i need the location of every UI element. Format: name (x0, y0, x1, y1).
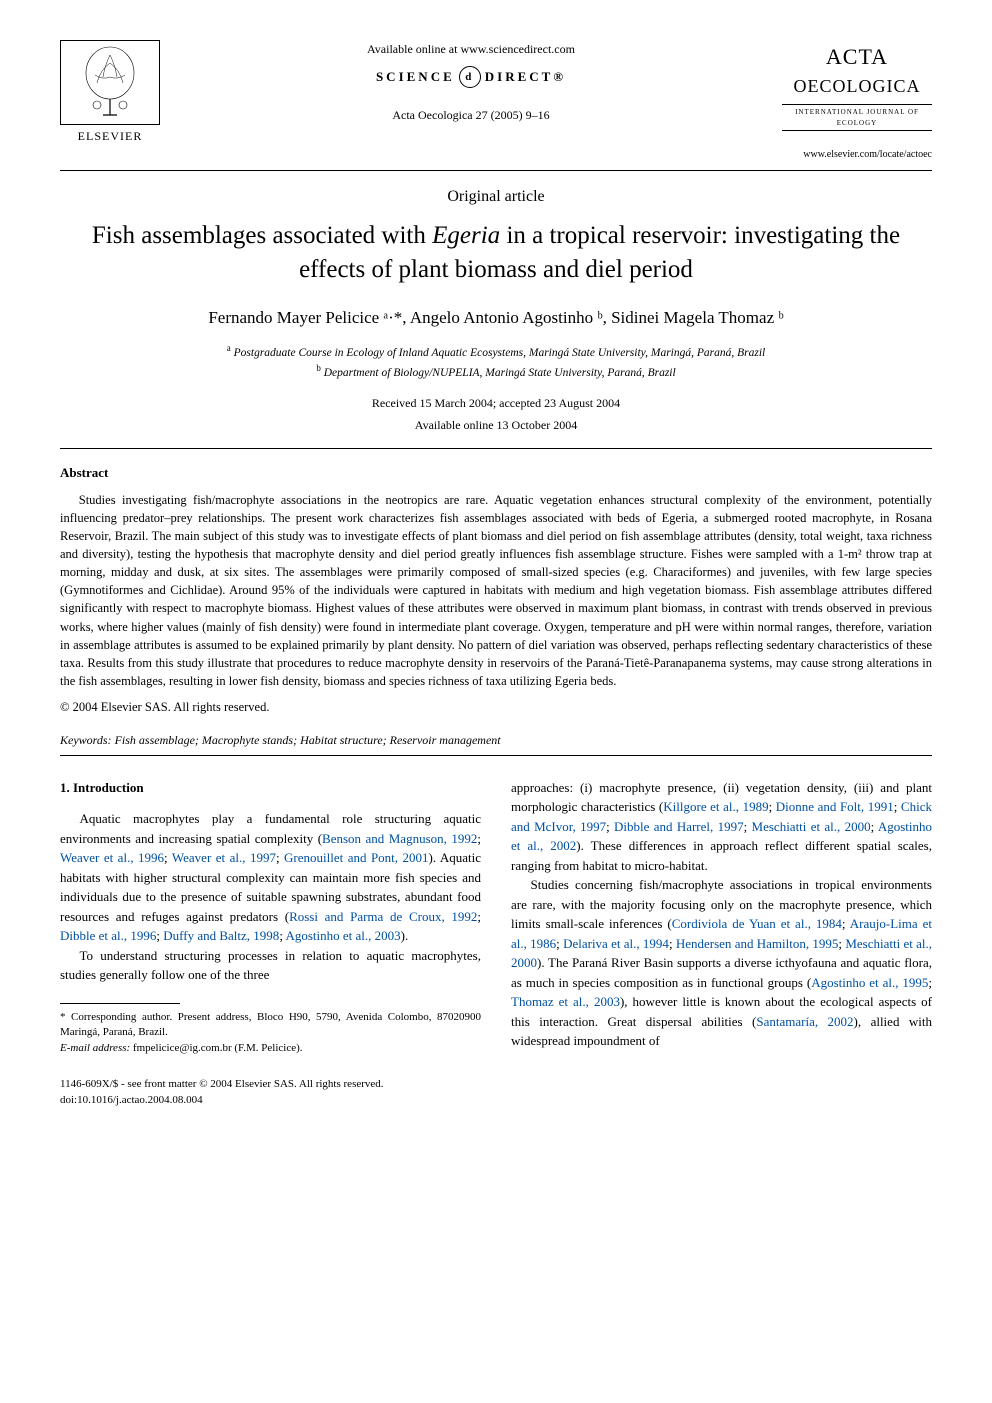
title-pre: Fish assemblages associated with (92, 222, 432, 249)
citation[interactable]: Dionne and Folt, 1991 (776, 799, 894, 814)
journal-logo: ACTA OECOLOGICA INTERNATIONAL JOURNAL OF… (782, 40, 932, 162)
intro-paragraph-2: To understand structuring processes in r… (60, 946, 481, 985)
abstract-text: Studies investigating fish/macrophyte as… (60, 491, 932, 690)
citation[interactable]: Agostinho et al., 2003 (285, 928, 400, 943)
left-column: 1. Introduction Aquatic macrophytes play… (60, 778, 481, 1056)
footnote-separator (60, 1003, 180, 1004)
available-online-text: Available online at www.sciencedirect.co… (180, 40, 762, 58)
citation[interactable]: Grenouillet and Pont, 2001 (284, 850, 428, 865)
footnote-corr: * Corresponding author. Present address,… (60, 1010, 481, 1041)
journal-reference: Acta Oecologica 27 (2005) 9–16 (180, 106, 762, 124)
citation[interactable]: Hendersen and Hamilton, 1995 (676, 936, 839, 951)
page-header: ELSEVIER Available online at www.science… (60, 40, 932, 162)
footnote-email: E-mail address: fmpelicice@ig.com.br (F.… (60, 1041, 481, 1056)
journal-logo-line2: OECOLOGICA (782, 73, 932, 100)
citation[interactable]: Thomaz et al., 2003 (511, 994, 620, 1009)
keywords-list: Fish assemblage; Macrophyte stands; Habi… (112, 733, 501, 747)
title-italic: Egeria (432, 222, 500, 249)
sd-right: DIRECT® (485, 67, 566, 87)
email-value: fmpelicice@ig.com.br (F.M. Pelicice). (130, 1042, 302, 1054)
citation[interactable]: Agostinho et al., 1995 (811, 975, 928, 990)
header-center: Available online at www.sciencedirect.co… (160, 40, 782, 124)
affil-a-text: Postgraduate Course in Ecology of Inland… (231, 347, 766, 359)
sd-dot-icon: d (459, 66, 481, 88)
affiliations: a Postgraduate Course in Ecology of Inla… (60, 342, 932, 382)
sd-left: SCIENCE (376, 67, 455, 87)
citation[interactable]: Benson and Magnuson, 1992 (322, 831, 477, 846)
citation[interactable]: Rossi and Parma de Croux, 1992 (289, 909, 477, 924)
publisher-name: ELSEVIER (60, 127, 160, 145)
citation[interactable]: Delariva et al., 1994 (563, 936, 669, 951)
citation[interactable]: Killgore et al., 1989 (663, 799, 768, 814)
affiliation-a: a Postgraduate Course in Ecology of Inla… (60, 342, 932, 362)
intro-paragraph-3: Studies concerning fish/macrophyte assoc… (511, 875, 932, 1051)
citation[interactable]: Cordiviola de Yuan et al., 1984 (672, 916, 842, 931)
keywords: Keywords: Fish assemblage; Macrophyte st… (60, 731, 932, 749)
abstract-copyright: © 2004 Elsevier SAS. All rights reserved… (60, 698, 932, 717)
sciencedirect-logo: SCIENCE d DIRECT® (180, 66, 762, 88)
citation[interactable]: Dibble et al., 1996 (60, 928, 156, 943)
elsevier-tree-icon (60, 40, 160, 125)
body-columns: 1. Introduction Aquatic macrophytes play… (60, 778, 932, 1056)
footer-copyright: 1146-609X/$ - see front matter © 2004 El… (60, 1076, 932, 1093)
article-type: Original article (60, 185, 932, 209)
footer-doi: doi:10.1016/j.actao.2004.08.004 (60, 1092, 932, 1109)
article-dates: Received 15 March 2004; accepted 23 Augu… (60, 394, 932, 412)
citation[interactable]: Meschiatti et al., 2000 (752, 819, 871, 834)
keywords-label: Keywords: (60, 733, 112, 747)
available-online-date: Available online 13 October 2004 (60, 416, 932, 434)
right-column: approaches: (i) macrophyte presence, (ii… (511, 778, 932, 1056)
intro-paragraph-2-cont: approaches: (i) macrophyte presence, (ii… (511, 778, 932, 876)
affiliation-b: b Department of Biology/NUPELIA, Maringá… (60, 362, 932, 382)
section-heading-intro: 1. Introduction (60, 778, 481, 798)
journal-url: www.elsevier.com/locate/actoec (782, 147, 932, 162)
citation[interactable]: Duffy and Baltz, 1998 (163, 928, 279, 943)
authors: Fernando Mayer Pelicice ᵃ·*, Angelo Anto… (60, 305, 932, 331)
citation[interactable]: Weaver et al., 1997 (172, 850, 276, 865)
horizontal-rule (60, 170, 932, 171)
email-label: E-mail address: (60, 1042, 130, 1054)
article-title: Fish assemblages associated with Egeria … (60, 219, 932, 287)
intro-paragraph-1: Aquatic macrophytes play a fundamental r… (60, 809, 481, 946)
citation[interactable]: Dibble and Harrel, 1997 (614, 819, 744, 834)
publisher-logo: ELSEVIER (60, 40, 160, 145)
journal-page: ELSEVIER Available online at www.science… (0, 0, 992, 1139)
citation[interactable]: Weaver et al., 1996 (60, 850, 164, 865)
corresponding-author-footnote: * Corresponding author. Present address,… (60, 1010, 481, 1056)
horizontal-rule-thin (60, 448, 932, 449)
footer: 1146-609X/$ - see front matter © 2004 El… (60, 1076, 932, 1109)
horizontal-rule-thin-2 (60, 755, 932, 756)
journal-logo-line1: ACTA (782, 40, 932, 73)
journal-logo-subtitle: INTERNATIONAL JOURNAL OF ECOLOGY (782, 104, 932, 131)
affil-b-text: Department of Biology/NUPELIA, Maringá S… (321, 367, 676, 379)
abstract-heading: Abstract (60, 463, 932, 483)
citation[interactable]: Santamaría, 2002 (756, 1014, 853, 1029)
journal-logo-title: ACTA OECOLOGICA INTERNATIONAL JOURNAL OF… (782, 40, 932, 131)
